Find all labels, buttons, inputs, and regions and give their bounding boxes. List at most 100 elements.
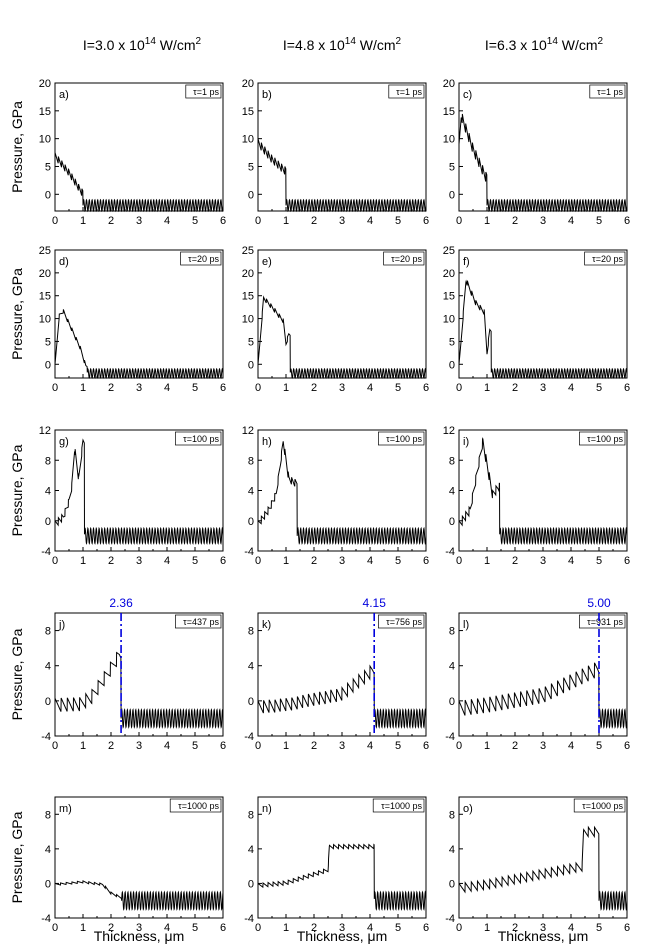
series-line [257,138,427,213]
y-tick-label: 0 [248,359,254,371]
x-tick-label: 0 [456,382,462,394]
x-tick-label: 2 [108,740,114,752]
y-tick-label: -4 [244,731,254,743]
time-label: τ=1 ps [396,87,422,97]
series-line [257,441,427,545]
x-tick-label: 3 [339,555,345,567]
x-tick-label: 1 [80,555,86,567]
column-header-base: I=4.8 x 10 [283,37,345,53]
y-tick-label: 15 [242,291,254,303]
panel-label: l) [463,619,469,631]
time-label-box [388,84,425,99]
panel-label: c) [463,89,472,101]
time-label: τ=20 ps [391,254,422,264]
x-tick-label: 3 [339,740,345,752]
x-tick-label: 6 [624,740,630,752]
y-tick-label: 0 [248,516,254,528]
x-tick-label: 1 [484,215,490,227]
x-axis-label: Thickness, μm [94,928,185,944]
column-header-unit-exp: 2 [598,36,604,47]
x-tick-label: 0 [52,922,58,934]
x-tick-label: 6 [220,922,226,934]
time-label: τ=1000 ps [178,801,219,811]
column-header-unit: W/cm [156,37,196,53]
y-tick-label: 4 [45,844,51,856]
y-tick-label: 8 [45,626,51,638]
x-tick-label: 5 [596,555,602,567]
time-label-box [185,84,222,99]
y-tick-label: 20 [443,78,455,90]
column-header-unit-exp: 2 [196,36,202,47]
y-tick-label: 8 [248,809,254,821]
x-tick-label: 0 [255,922,261,934]
panel-label: n) [262,803,272,815]
time-label-box [180,251,222,266]
x-tick-label: 3 [339,215,345,227]
x-tick-label: 3 [540,215,546,227]
column-header: I=4.8 x 1014 W/cm2 [283,36,402,53]
panel-f: 0 1 2 3 4 5 6 0 5 10 15 20 25 f) τ=20 ps [443,245,630,394]
x-tick-label: 1 [283,215,289,227]
time-label: τ=1 ps [597,87,623,97]
x-tick-label: 1 [80,215,86,227]
plot-frame [257,82,427,212]
panel-label: m) [59,803,72,815]
x-tick-label: 1 [484,555,490,567]
x-tick-label: 3 [136,382,142,394]
x-tick-label: 4 [568,922,574,934]
x-tick-label: 3 [339,922,345,934]
x-tick-label: 4 [164,555,170,567]
time-label: τ=20 ps [592,254,623,264]
x-tick-label: 1 [80,922,86,934]
x-tick-label: 6 [624,215,630,227]
x-tick-label: 4 [568,555,574,567]
y-tick-label: -4 [41,546,51,558]
y-axis-label: Pressure, GPa [9,811,25,903]
x-tick-label: 0 [52,382,58,394]
time-label: τ=100 ps [183,434,219,444]
y-tick-label: -4 [445,913,455,925]
x-tick-label: 2 [311,382,317,394]
y-tick-label: 4 [248,844,254,856]
time-label: τ=437 ps [183,617,219,627]
panel-label: h) [262,436,272,448]
y-tick-label: 5 [45,336,51,348]
panel-label: b) [262,89,272,101]
x-tick-label: 5 [395,740,401,752]
x-tick-label: 0 [255,382,261,394]
x-tick-label: 2 [512,740,518,752]
front-marker-label: 2.36 [109,596,133,610]
front-marker-label: 5.00 [587,596,611,610]
series-line [458,279,628,379]
y-tick-label: -4 [244,913,254,925]
panel-label: o) [463,803,473,815]
panel-b: 0 1 2 3 4 5 6 0 5 10 15 20 b) τ=1 ps [242,78,429,227]
x-tick-label: 2 [311,555,317,567]
x-tick-label: 5 [395,555,401,567]
x-tick-label: 3 [339,382,345,394]
y-tick-label: 5 [45,161,51,173]
panel-label: d) [59,256,69,268]
x-tick-label: 3 [540,740,546,752]
panel-label: f) [463,256,470,268]
x-tick-label: 4 [568,740,574,752]
x-tick-label: 0 [255,740,261,752]
y-tick-label: 10 [39,314,51,326]
y-tick-label: 0 [45,516,51,528]
time-label-box [589,84,626,99]
x-tick-label: 0 [456,215,462,227]
panel-a: 0 1 2 3 4 5 6 0 5 10 15 20 a) τ=1 ps Pressure, GPa [9,78,226,227]
y-tick-label: 8 [449,809,455,821]
column-header-base: I=3.0 x 10 [83,37,145,53]
x-tick-label: 1 [80,740,86,752]
time-label: τ=1 ps [193,87,219,97]
x-tick-label: 2 [512,922,518,934]
x-tick-label: 0 [52,740,58,752]
x-tick-label: 2 [512,555,518,567]
y-tick-label: 8 [248,455,254,467]
